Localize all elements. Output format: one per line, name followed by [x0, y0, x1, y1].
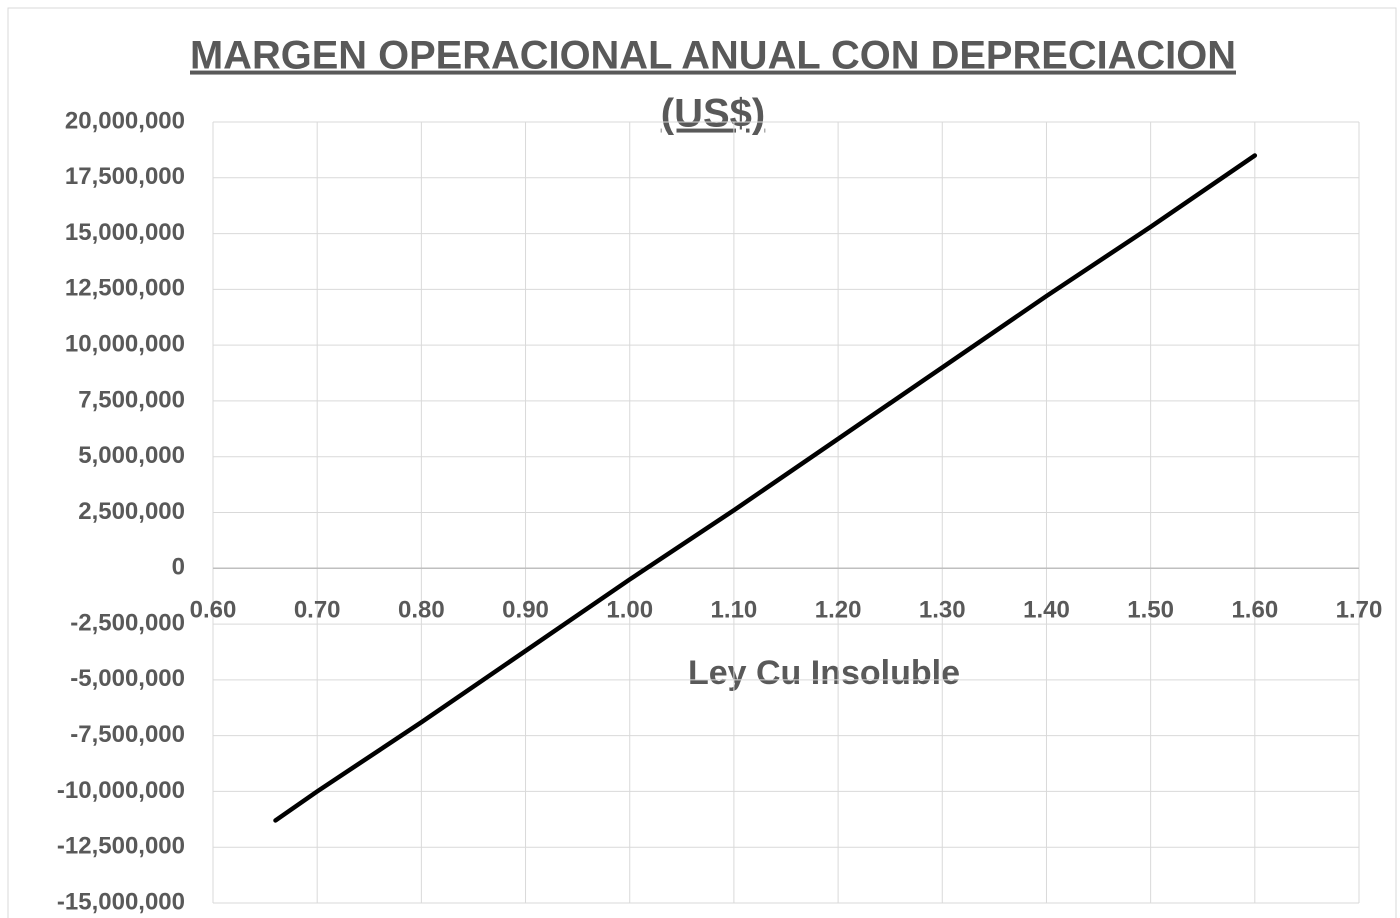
y-tick-label: -12,500,000 — [57, 833, 185, 860]
y-tick-label: 20,000,000 — [65, 107, 185, 134]
chart-title: (US$) — [661, 92, 765, 136]
y-tick-label: 5,000,000 — [78, 442, 185, 469]
x-tick-label: 1.30 — [919, 597, 966, 624]
y-tick-label: 0 — [172, 554, 185, 581]
y-tick-label: 2,500,000 — [78, 498, 185, 525]
chart-border — [7, 7, 1397, 918]
x-tick-label: 1.50 — [1127, 597, 1174, 624]
chart-title: MARGEN OPERACIONAL ANUAL CON DEPRECIACIO… — [190, 34, 1236, 78]
x-tick-label: 1.00 — [606, 597, 653, 624]
y-tick-label: -10,000,000 — [57, 777, 185, 804]
y-tick-label: 7,500,000 — [78, 386, 185, 413]
y-tick-label: -15,000,000 — [57, 888, 185, 915]
y-tick-label: 17,500,000 — [65, 163, 185, 190]
x-tick-label: 0.80 — [398, 597, 445, 624]
x-tick-label: 0.70 — [294, 597, 341, 624]
y-tick-label: -2,500,000 — [70, 609, 185, 636]
x-tick-label: 1.10 — [711, 597, 758, 624]
y-tick-label: -7,500,000 — [70, 721, 185, 748]
y-tick-label: 10,000,000 — [65, 330, 185, 357]
x-axis-title: Ley Cu Insoluble — [688, 654, 960, 692]
x-tick-label: 1.60 — [1231, 597, 1278, 624]
y-tick-label: 12,500,000 — [65, 275, 185, 302]
y-tick-label: 15,000,000 — [65, 219, 185, 246]
x-tick-label: 0.90 — [502, 597, 549, 624]
x-tick-label: 0.60 — [190, 597, 237, 624]
x-tick-label: 1.40 — [1023, 597, 1070, 624]
x-tick-label: 1.70 — [1336, 597, 1383, 624]
data-line — [273, 153, 1258, 823]
y-tick-label: -5,000,000 — [70, 665, 185, 692]
x-tick-label: 1.20 — [815, 597, 862, 624]
